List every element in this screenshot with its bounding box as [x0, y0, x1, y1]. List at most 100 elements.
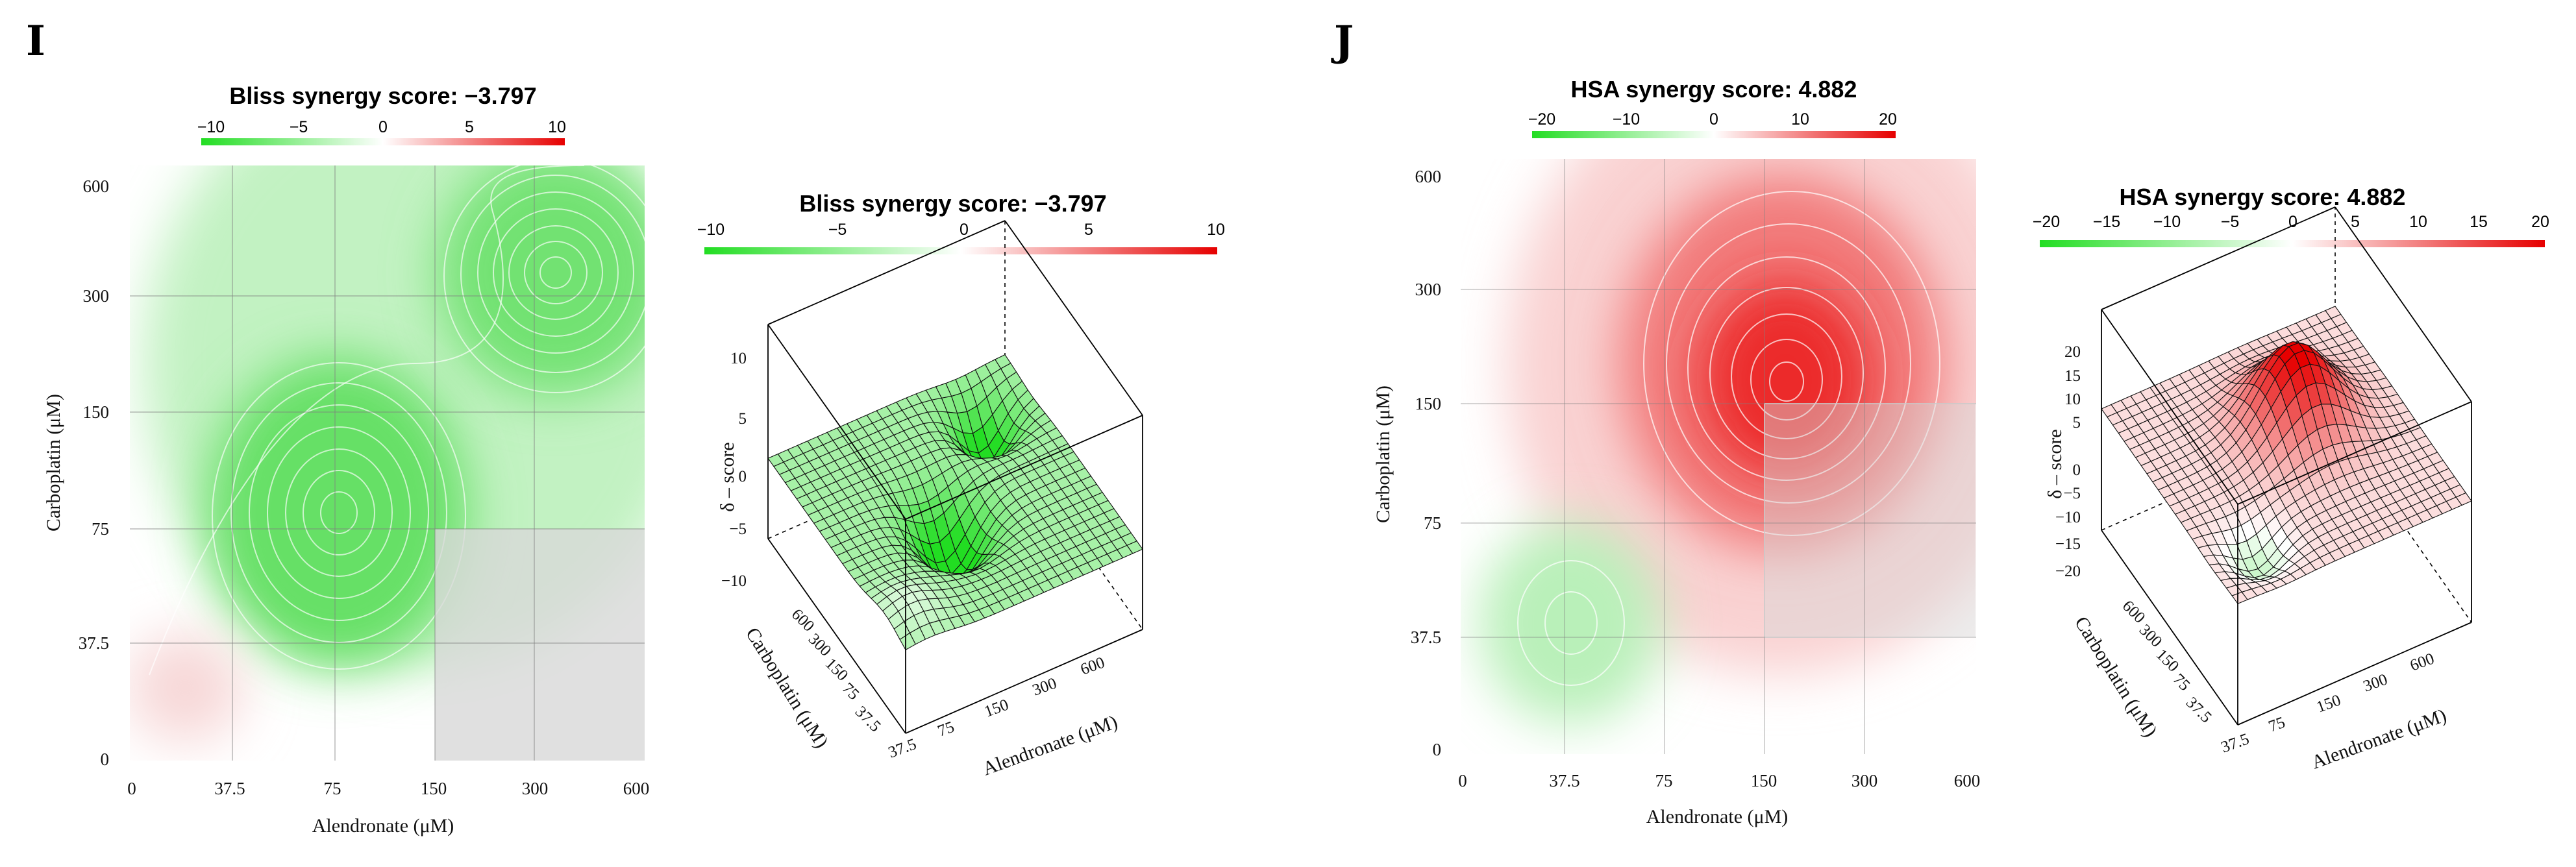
cb-tick: 10 — [1207, 221, 1225, 239]
heatmap-bliss-x-ticks: 0 37.5 75 150 300 600 — [127, 779, 649, 798]
heatmap-bliss-y-ticks: 0 37.5 75 150 300 600 — [79, 177, 109, 769]
box-edge — [767, 538, 906, 734]
z-tick: 20 — [2064, 343, 2081, 361]
heatmap-hsa-contours — [1517, 191, 1940, 686]
surface-bliss-zlabel: δ – score — [717, 442, 738, 511]
box-edge — [2101, 530, 2238, 726]
y-tick: 150 — [83, 402, 110, 422]
reference-region — [435, 529, 645, 761]
box-edge — [905, 629, 1143, 734]
cb-tick: −5 — [828, 221, 847, 239]
box-edge — [2334, 206, 2472, 402]
synergy-spot-37-37 — [130, 633, 243, 743]
panel-letter-j: J — [1331, 17, 1354, 66]
heatmap-bliss-grid — [130, 165, 645, 761]
z-tick: −20 — [2055, 563, 2081, 580]
box-edge — [2237, 622, 2472, 726]
x-tick: 600 — [623, 779, 650, 798]
x-tick: 300 — [1030, 674, 1059, 699]
z-tick: −15 — [2055, 535, 2081, 553]
x-tick: 75 — [1655, 771, 1673, 790]
heatmap-bliss: Bliss synergy score: −3.797 −10 −5 0 5 1… — [43, 82, 649, 836]
heatmap-hsa-grid — [1461, 159, 1976, 754]
cb-tick: 5 — [1084, 221, 1093, 239]
box-edge — [2101, 309, 2238, 505]
x-tick: 300 — [522, 779, 549, 798]
x-tick: 75 — [324, 779, 341, 798]
x-tick: 75 — [2266, 714, 2288, 736]
z-tick: −10 — [2055, 509, 2081, 526]
y-tick: 0 — [1433, 740, 1442, 759]
surface-cell — [2231, 591, 2248, 604]
x-tick: 300 — [2361, 670, 2390, 695]
heatmap-bliss-ylabel: Carboplatin (μM) — [43, 394, 64, 531]
z-tick: −5 — [2063, 485, 2081, 502]
z-tick: 5 — [2073, 414, 2081, 432]
y-tick: 75 — [2170, 670, 2194, 694]
y-tick: 75 — [839, 679, 863, 703]
heatmap-bliss-contours — [149, 165, 645, 676]
x-tick: 600 — [2408, 650, 2436, 674]
y-tick: 300 — [1415, 280, 1442, 299]
cb-tick: 10 — [1791, 110, 1809, 128]
cb-tick: 0 — [960, 221, 969, 239]
x-tick: 600 — [1078, 653, 1107, 678]
y-tick: 600 — [83, 177, 110, 196]
box-edge — [2101, 206, 2336, 310]
antagonism-peak-75-75 — [208, 357, 467, 668]
x-tick: 150 — [1751, 771, 1777, 790]
box-edge — [1004, 220, 1143, 416]
y-tick: 150 — [822, 655, 852, 685]
y-tick: 300 — [83, 286, 110, 306]
cb-tick: 15 — [2470, 213, 2488, 231]
box-edge — [2237, 401, 2472, 505]
cb-tick: 0 — [1709, 110, 1718, 128]
surface-cell — [899, 632, 916, 651]
box-back-bottom — [2101, 427, 2472, 623]
x-tick: 300 — [1852, 771, 1878, 790]
cb-tick: −10 — [697, 221, 724, 239]
heatmap-hsa-colorbar — [1532, 131, 1896, 138]
x-tick: 37.5 — [2219, 730, 2251, 756]
box-edge — [905, 415, 1143, 520]
x-tick: 37.5 — [1549, 771, 1579, 790]
heatmap-bliss-xlabel: Alendronate (μM) — [312, 815, 454, 836]
y-tick: 37.5 — [852, 703, 884, 735]
cb-tick: −10 — [1613, 110, 1640, 128]
cb-tick: 0 — [378, 118, 388, 136]
y-tick: 600 — [1415, 167, 1442, 186]
z-tick: 0 — [739, 468, 747, 485]
box-edge — [767, 220, 1006, 325]
y-tick: 75 — [92, 519, 109, 539]
x-tick: 37.5 — [214, 779, 245, 798]
surface-bliss-colorbar-ticks: −10 −5 0 5 10 — [697, 221, 1225, 239]
cb-tick: −10 — [197, 118, 225, 136]
x-tick: 75 — [935, 718, 957, 740]
y-tick: 37.5 — [1411, 628, 1441, 647]
cb-tick: 20 — [1879, 110, 1897, 128]
cb-tick: 10 — [548, 118, 566, 136]
y-tick: 150 — [2153, 646, 2183, 676]
y-tick: 600 — [788, 605, 818, 635]
x-tick: 150 — [2314, 691, 2343, 716]
heatmap-bliss-field — [130, 165, 645, 761]
y-tick: 37.5 — [2183, 694, 2215, 726]
cb-tick: 10 — [2409, 213, 2427, 231]
cb-tick: 0 — [2288, 213, 2297, 231]
heatmap-hsa-xlabel: Alendronate (μM) — [1646, 806, 1789, 827]
y-tick: 300 — [805, 630, 835, 660]
z-tick: 10 — [730, 350, 747, 367]
surface-bliss-colorbar — [704, 247, 1217, 254]
heatmap-hsa-x-ticks: 0 37.5 75 150 300 600 — [1458, 771, 1980, 790]
cb-tick: 5 — [2351, 213, 2360, 231]
z-tick: −10 — [721, 572, 747, 590]
heatmap-bliss-colorbar — [201, 138, 565, 145]
surface-bliss-xlabel: Alendronate (μM) — [980, 711, 1121, 780]
x-tick: 0 — [1458, 771, 1467, 790]
x-tick: 0 — [127, 779, 136, 798]
y-tick: 150 — [1415, 394, 1442, 413]
surface-bliss: Bliss synergy score: −3.797 −10 −5 0 5 1… — [697, 190, 1225, 780]
cb-tick: −20 — [1528, 110, 1555, 128]
reference-region — [1764, 403, 1976, 638]
